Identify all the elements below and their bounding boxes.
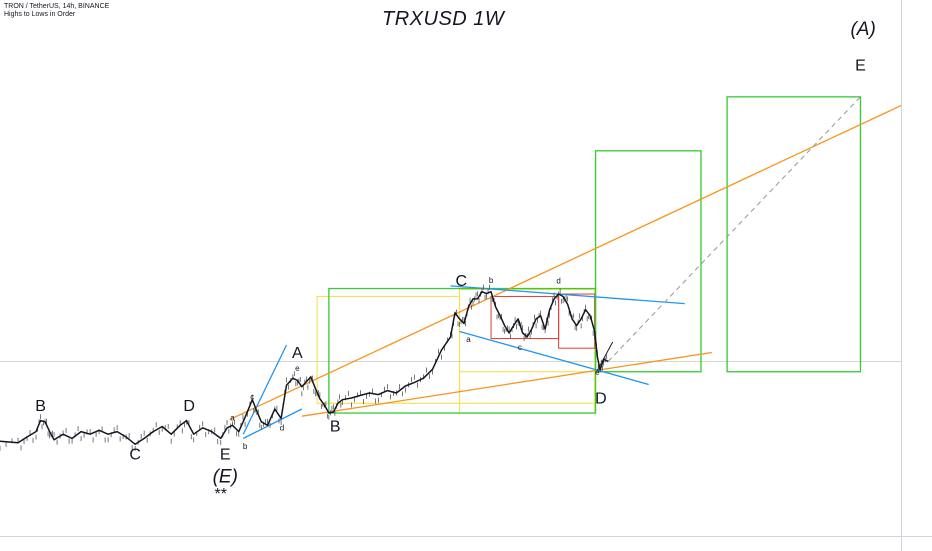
wave-label: (E): [213, 467, 238, 488]
green-box-target-1: [594, 150, 702, 373]
subwave-label: a: [466, 335, 471, 344]
yellow-box-lower: [458, 371, 596, 414]
wave-label: **: [215, 486, 227, 503]
price-line: [0, 290, 609, 446]
wave-label: B: [330, 419, 341, 436]
green-box-main: [328, 287, 597, 414]
subwave-label: e: [295, 364, 300, 373]
wave-label: E: [220, 446, 231, 463]
subwave-label: c: [518, 343, 522, 352]
subwave-label: b: [243, 442, 248, 451]
wave-label: D: [595, 390, 607, 407]
wave-label: C: [129, 446, 141, 463]
subwave-label: e: [595, 368, 600, 377]
price-axis[interactable]: [901, 0, 932, 536]
green-box-target-2: [726, 96, 862, 373]
wave-label: C: [456, 273, 468, 290]
wave-label: A: [292, 345, 303, 362]
yellow-box-right: [458, 288, 596, 404]
subwave-label: d: [556, 276, 560, 285]
red-box-right: [558, 293, 596, 349]
wave-label: D: [183, 398, 195, 415]
projection-dashed-line: [607, 96, 861, 362]
wave-label: E: [855, 58, 866, 75]
wave-label: (A): [850, 19, 875, 40]
time-axis[interactable]: [0, 536, 901, 551]
subwave-label: a: [230, 414, 235, 423]
subwave-label: b: [489, 276, 494, 285]
chart-title: TRXUSD 1W: [382, 8, 505, 30]
orange-lower-trendline: [301, 351, 712, 417]
blue-triangle-lower: [459, 330, 649, 386]
axis-corner: [901, 536, 932, 551]
symbol-label: TRON / TetherUS, 14h, BINANCE: [4, 3, 110, 10]
indicator-label: Highs to Lows in Order: [4, 11, 76, 18]
subwave-label: d: [280, 423, 284, 432]
orange-upper-trendline: [229, 104, 902, 421]
blue-wedge-lower: [242, 408, 303, 439]
subwave-label: c: [250, 393, 254, 402]
blue-wedge-upper: [242, 344, 288, 435]
wave-label: B: [35, 398, 46, 415]
